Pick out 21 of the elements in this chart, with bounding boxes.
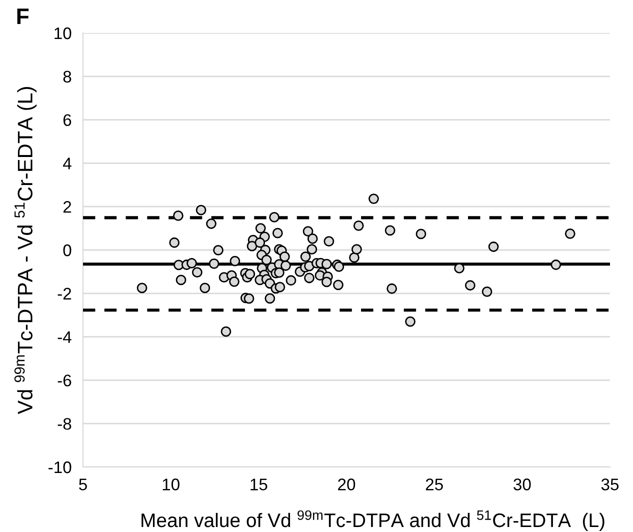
x-tick-label: 15: [250, 478, 268, 490]
y-tick-label: -8: [58, 418, 72, 430]
y-tick-label: 10: [54, 27, 72, 40]
y-tick-label: -2: [58, 288, 72, 300]
y-tick-label: 2: [63, 201, 72, 213]
x-tick-label: 5: [79, 478, 87, 490]
x-tick-label: 20: [338, 478, 356, 490]
x-tick-label: 30: [514, 478, 531, 490]
x-axis-title: Mean value of Vd $^{99m}$Tc-DTPA and Vd $^{51}$Cr-EDTA (L): [142, 510, 604, 532]
y-tick-label: -6: [58, 374, 72, 386]
y-tick-label: 6: [63, 114, 72, 126]
x-tick-label: 35: [601, 478, 619, 490]
text: F: [17, 8, 29, 24]
y-tick-label: -10: [48, 461, 72, 474]
y-tick-label: 4: [63, 158, 72, 170]
y-tick-label: 0: [63, 244, 72, 256]
y-tick-label: 8: [63, 70, 72, 83]
y-axis-title: Vd $^{99m}$Tc-DTPA - Vd $^{51}$Cr-EDTA (L): [14, 87, 37, 414]
x-tick-label: 10: [162, 478, 180, 490]
y-tick-label: -4: [58, 331, 72, 343]
x-tick-label: 25: [426, 478, 443, 490]
